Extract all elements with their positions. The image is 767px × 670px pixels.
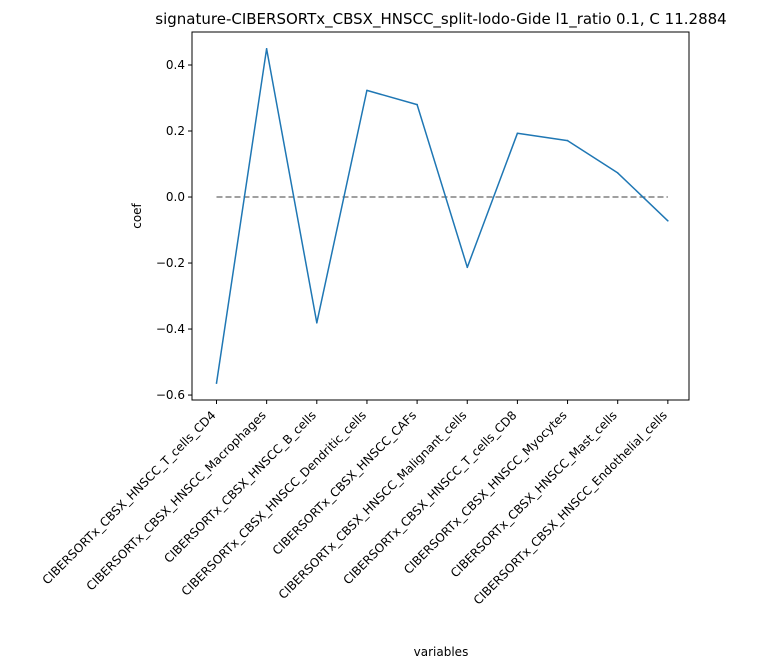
data-point	[316, 321, 318, 324]
x-axis-label: variables	[414, 645, 469, 659]
data-point	[667, 219, 669, 222]
data-point	[416, 103, 418, 106]
data-point	[516, 132, 519, 135]
data-point	[616, 172, 619, 174]
y-tick-label: −0.6	[156, 388, 185, 402]
data-point	[265, 48, 268, 50]
y-tick-label: 0.4	[166, 58, 185, 72]
data-point	[466, 266, 469, 269]
axes-frame	[191, 31, 690, 401]
y-tick-label: −0.2	[156, 256, 185, 270]
y-tick-label: −0.4	[156, 322, 185, 336]
series-line	[215, 48, 669, 384]
y-tick-label: 0.2	[166, 124, 185, 138]
data-point	[566, 139, 569, 142]
data-point	[215, 382, 218, 384]
y-axis-label: coef	[130, 202, 144, 228]
data-point	[366, 89, 368, 92]
y-tick-label: 0.0	[166, 190, 185, 204]
chart-title: signature-CIBERSORTx_CBSX_HNSCC_split-lo…	[155, 10, 726, 29]
